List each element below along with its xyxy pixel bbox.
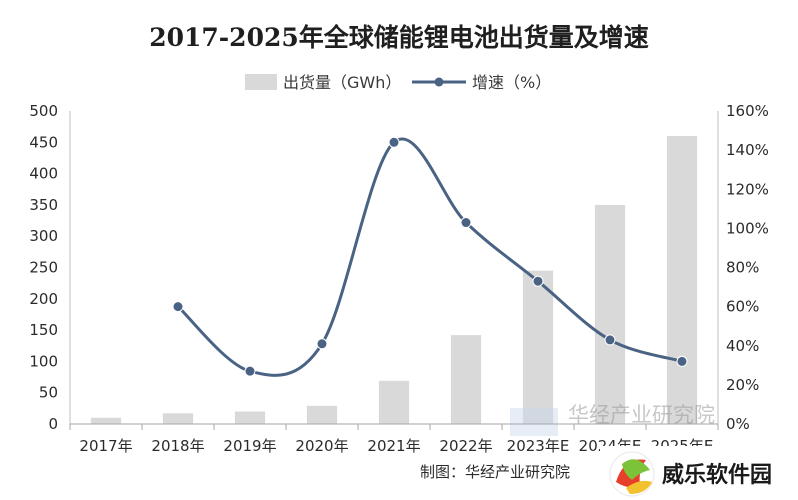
left-tick-label: 0 (48, 415, 58, 433)
growth-line-series (172, 136, 688, 377)
right-tick-label: 0% (726, 415, 750, 433)
legend-bar-swatch (245, 74, 277, 90)
left-tick-label: 150 (29, 321, 58, 339)
x-tick-label: 2023年E (507, 437, 570, 455)
x-tick-label: 2019年 (223, 437, 276, 455)
x-tick-label: 2022年 (439, 437, 492, 455)
left-y-axis: 0 50 100 150 200 250 300 350 400 450 500 (29, 102, 71, 433)
right-y-axis: 0% 20% 40% 60% 80% 100% 120% 140% 160% (717, 102, 769, 433)
right-tick-label: 120% (726, 180, 769, 198)
right-tick-label: 60% (726, 298, 759, 316)
bar (666, 136, 698, 425)
growth-point (604, 334, 616, 346)
left-tick-label: 350 (29, 196, 58, 214)
watermark-logo-mark (510, 408, 558, 436)
right-tick-label: 40% (726, 337, 759, 355)
source-note: 制图：华经产业研究院 (420, 463, 570, 481)
left-tick-label: 500 (29, 102, 58, 120)
legend: 出货量（GWh） 增速（%） (245, 73, 551, 92)
left-tick-label: 400 (29, 165, 58, 183)
legend-line-marker (434, 77, 444, 87)
growth-line (176, 137, 683, 377)
left-tick-label: 300 (29, 227, 58, 245)
growth-point (388, 136, 400, 148)
bar (234, 411, 266, 424)
right-tick-label: 80% (726, 259, 759, 277)
left-tick-label: 200 (29, 290, 58, 308)
logo-emblem-green (622, 459, 650, 480)
x-tick-label: 2017年 (79, 437, 132, 455)
growth-point (172, 301, 184, 313)
left-tick-label: 450 (29, 133, 58, 151)
right-tick-label: 20% (726, 376, 759, 394)
corner-logo: 威乐软件园 (600, 446, 798, 500)
legend-line-label: 增速（%） (472, 73, 551, 92)
growth-point (460, 217, 472, 229)
growth-point (244, 365, 256, 377)
right-tick-label: 140% (726, 141, 769, 159)
growth-point (676, 355, 688, 367)
bar-series (90, 136, 698, 425)
bar (90, 417, 122, 424)
bar (306, 405, 338, 424)
bar (594, 204, 626, 424)
bar (378, 380, 410, 424)
growth-point (316, 338, 328, 350)
growth-point (532, 275, 544, 287)
x-tick-label: 2021年 (367, 437, 420, 455)
watermark: 华经产业研究院 (510, 403, 715, 436)
legend-bar-label: 出货量（GWh） (283, 73, 401, 92)
right-tick-label: 100% (726, 219, 769, 237)
bar (162, 413, 194, 424)
left-tick-label: 250 (29, 259, 58, 277)
right-tick-label: 160% (726, 102, 769, 120)
x-tick-label: 2020年 (295, 437, 348, 455)
left-tick-label: 100 (29, 352, 58, 370)
watermark-text: 华经产业研究院 (568, 403, 715, 427)
logo-emblem-yellow (626, 480, 652, 494)
bar (450, 335, 482, 424)
bar (522, 270, 554, 424)
x-tick-label: 2018年 (151, 437, 204, 455)
left-tick-label: 50 (39, 384, 58, 402)
chart-title: 2017-2025年全球储能锂电池出货量及增速 (149, 23, 649, 52)
logo-text: 威乐软件园 (662, 462, 772, 488)
